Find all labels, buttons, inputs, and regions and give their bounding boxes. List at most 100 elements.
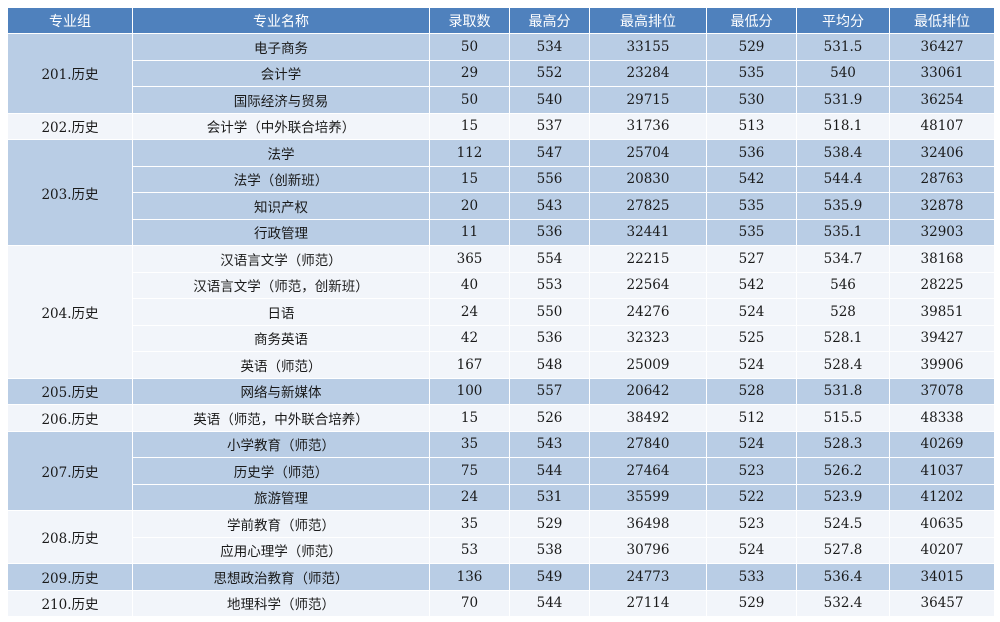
min-rank-cell: 28225 [889,271,995,299]
avg-score-cell: 536.4 [796,563,890,591]
group-cell: 209.历史 [7,563,133,591]
min-score-cell: 524 [706,430,797,458]
min-rank-cell: 48338 [889,404,995,432]
max-score-cell: 550 [509,298,590,326]
max-rank-cell: 23284 [589,59,707,87]
max-score-cell: 538 [509,536,590,564]
max-score-cell: 536 [509,218,590,246]
min-score-cell: 527 [706,245,797,273]
table-row: 汉语言文学（师范，创新班） 40 553 22564 542 546 28225 [8,271,995,299]
count-cell: 35 [429,430,510,458]
min-score-cell: 523 [706,510,797,538]
max-score-cell: 543 [509,430,590,458]
min-rank-cell: 28763 [889,165,995,193]
avg-score-cell: 524.5 [796,510,890,538]
max-rank-cell: 32323 [589,324,707,352]
group-cell: 206.历史 [7,404,133,432]
max-rank-cell: 20642 [589,377,707,405]
avg-score-cell: 528.1 [796,324,890,352]
group-cell: 204.历史 [7,245,133,379]
max-rank-cell: 38492 [589,404,707,432]
major-cell: 电子商务 [132,33,430,61]
count-cell: 50 [429,86,510,114]
avg-score-cell: 526.2 [796,457,890,485]
table-row: 208.历史 学前教育（师范） 35 529 36498 523 524.5 40635 [7,510,995,564]
major-cell: 网络与新媒体 [132,377,430,405]
table-row: 204.历史 汉语言文学（师范） 365 554 22215 527 534.7 38168 [7,245,995,379]
min-rank-cell: 39851 [889,298,995,326]
count-cell: 100 [429,377,510,405]
min-rank-cell: 40269 [889,430,995,458]
min-rank-cell: 39427 [889,324,995,352]
header-count: 录取数 [429,7,510,34]
min-rank-cell: 39906 [889,351,995,379]
major-cell: 国际经济与贸易 [132,86,430,114]
major-cell: 法学（创新班） [132,165,430,193]
max-score-cell: 536 [509,324,590,352]
max-rank-cell: 25704 [589,139,707,167]
table-row: 209.历史 思想政治教育（师范） 136 549 24773 533 536.4 34015 [7,563,995,591]
min-score-cell: 533 [706,563,797,591]
table-row: 203.历史 法学 112 547 25704 536 538.4 32406 [7,139,995,246]
min-score-cell: 535 [706,192,797,220]
max-score-cell: 537 [509,112,590,140]
max-score-cell: 548 [509,351,590,379]
min-rank-cell: 41202 [889,483,995,511]
min-rank-cell: 36254 [889,86,995,114]
group-cell: 205.历史 [7,377,133,405]
table-row: 旅游管理 24 531 35599 522 523.9 41202 [8,483,995,511]
table-row: 行政管理 11 536 32441 535 535.1 32903 [8,218,995,246]
major-cell: 历史学（师范） [132,457,430,485]
min-rank-cell: 48107 [889,112,995,140]
max-score-cell: 556 [509,165,590,193]
max-rank-cell: 27825 [589,192,707,220]
max-rank-cell: 30796 [589,536,707,564]
group-cell: 208.历史 [7,510,133,564]
max-rank-cell: 29715 [589,86,707,114]
table-row: 国际经济与贸易 50 540 29715 530 531.9 36254 [8,86,995,114]
min-rank-cell: 32406 [889,139,995,167]
major-cell: 小学教育（师范） [132,430,430,458]
avg-score-cell: 531.5 [796,33,890,61]
table-row: 会计学 29 552 23284 535 540 33061 [8,59,995,87]
min-score-cell: 522 [706,483,797,511]
min-score-cell: 536 [706,139,797,167]
major-cell: 地理科学（师范） [132,589,430,617]
avg-score-cell: 544.4 [796,165,890,193]
major-cell: 汉语言文学（师范） [132,245,430,273]
count-cell: 20 [429,192,510,220]
avg-score-cell: 523.9 [796,483,890,511]
max-rank-cell: 22215 [589,245,707,273]
table-row: 历史学（师范） 75 544 27464 523 526.2 41037 [8,457,995,485]
max-rank-cell: 31736 [589,112,707,140]
max-score-cell: 547 [509,139,590,167]
avg-score-cell: 528 [796,298,890,326]
min-score-cell: 529 [706,33,797,61]
table-row: 205.历史 网络与新媒体 100 557 20642 528 531.8 37078 [7,377,995,405]
group-cell: 202.历史 [7,112,133,140]
header-max-score: 最高分 [509,7,590,34]
avg-score-cell: 538.4 [796,139,890,167]
min-score-cell: 524 [706,298,797,326]
max-rank-cell: 27464 [589,457,707,485]
table-row: 日语 24 550 24276 524 528 39851 [8,298,995,326]
max-rank-cell: 24773 [589,563,707,591]
major-cell: 英语（师范） [132,351,430,379]
max-score-cell: 544 [509,589,590,617]
count-cell: 365 [429,245,510,273]
max-rank-cell: 27840 [589,430,707,458]
min-rank-cell: 40635 [889,510,995,538]
table-row: 207.历史 小学教育（师范） 35 543 27840 524 528.3 40269 [7,430,995,511]
avg-score-cell: 527.8 [796,536,890,564]
table-row: 法学（创新班） 15 556 20830 542 544.4 28763 [8,165,995,193]
min-score-cell: 529 [706,589,797,617]
table-row: 应用心理学（师范） 53 538 30796 524 527.8 40207 [8,536,995,564]
header-avg-score: 平均分 [796,7,890,34]
count-cell: 24 [429,298,510,326]
max-rank-cell: 25009 [589,351,707,379]
major-cell: 会计学 [132,59,430,87]
max-rank-cell: 24276 [589,298,707,326]
header-group: 专业组 [7,7,133,34]
major-cell: 日语 [132,298,430,326]
max-score-cell: 557 [509,377,590,405]
